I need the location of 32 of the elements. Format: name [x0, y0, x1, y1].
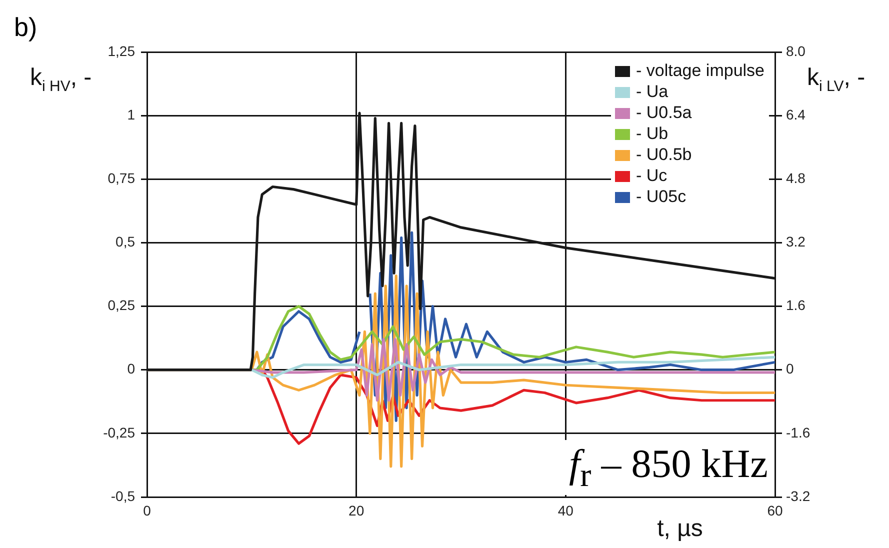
- y2-tick-label: 1.6: [786, 297, 806, 314]
- y2-tick-label: -1.6: [786, 424, 810, 440]
- legend-label: - Uc: [636, 166, 668, 185]
- y2-tick-label: -3.2: [786, 488, 810, 504]
- y2-axis-title: k$_{i LV}$, -: [807, 64, 866, 95]
- x-tick-label: 60: [767, 502, 783, 518]
- y2-tick-label: 6.4: [786, 106, 806, 122]
- x-tick-label: 0: [143, 502, 152, 518]
- legend-label: - Ub: [636, 124, 668, 143]
- y-axis-title: k$_{i HV}$, -: [30, 64, 92, 95]
- y-tick-label: 1: [127, 106, 136, 122]
- annotation: f$_{r}$ – 850 kHz: [565, 440, 772, 495]
- legend-label: - U0.5b: [636, 145, 692, 164]
- y2-tick-label: 4.8: [786, 170, 806, 186]
- y-tick-label: 0: [127, 360, 136, 377]
- y2-tick-label: 3.2: [786, 234, 806, 250]
- x-tick-label: 40: [558, 502, 574, 518]
- x-axis-title: t, µs: [657, 515, 703, 543]
- y-tick-label: -0,5: [110, 488, 136, 504]
- text: b): [14, 12, 38, 43]
- y2-tick-label: 8.0: [786, 42, 806, 59]
- legend-label: - voltage impulse: [636, 61, 765, 80]
- y-tick-label: 0,25: [108, 297, 136, 314]
- y-tick-label: 1,25: [108, 42, 136, 59]
- legend-label: - Ua: [636, 82, 668, 101]
- y-tick-label: 0,75: [108, 170, 136, 186]
- y-tick-label: -0,25: [103, 424, 136, 440]
- legend-label: - U0.5a: [636, 103, 692, 122]
- y-tick-label: 0,5: [116, 234, 136, 250]
- x-tick-label: 20: [348, 502, 364, 518]
- y2-tick-label: 0: [786, 360, 794, 377]
- legend-label: - U05c: [636, 187, 686, 206]
